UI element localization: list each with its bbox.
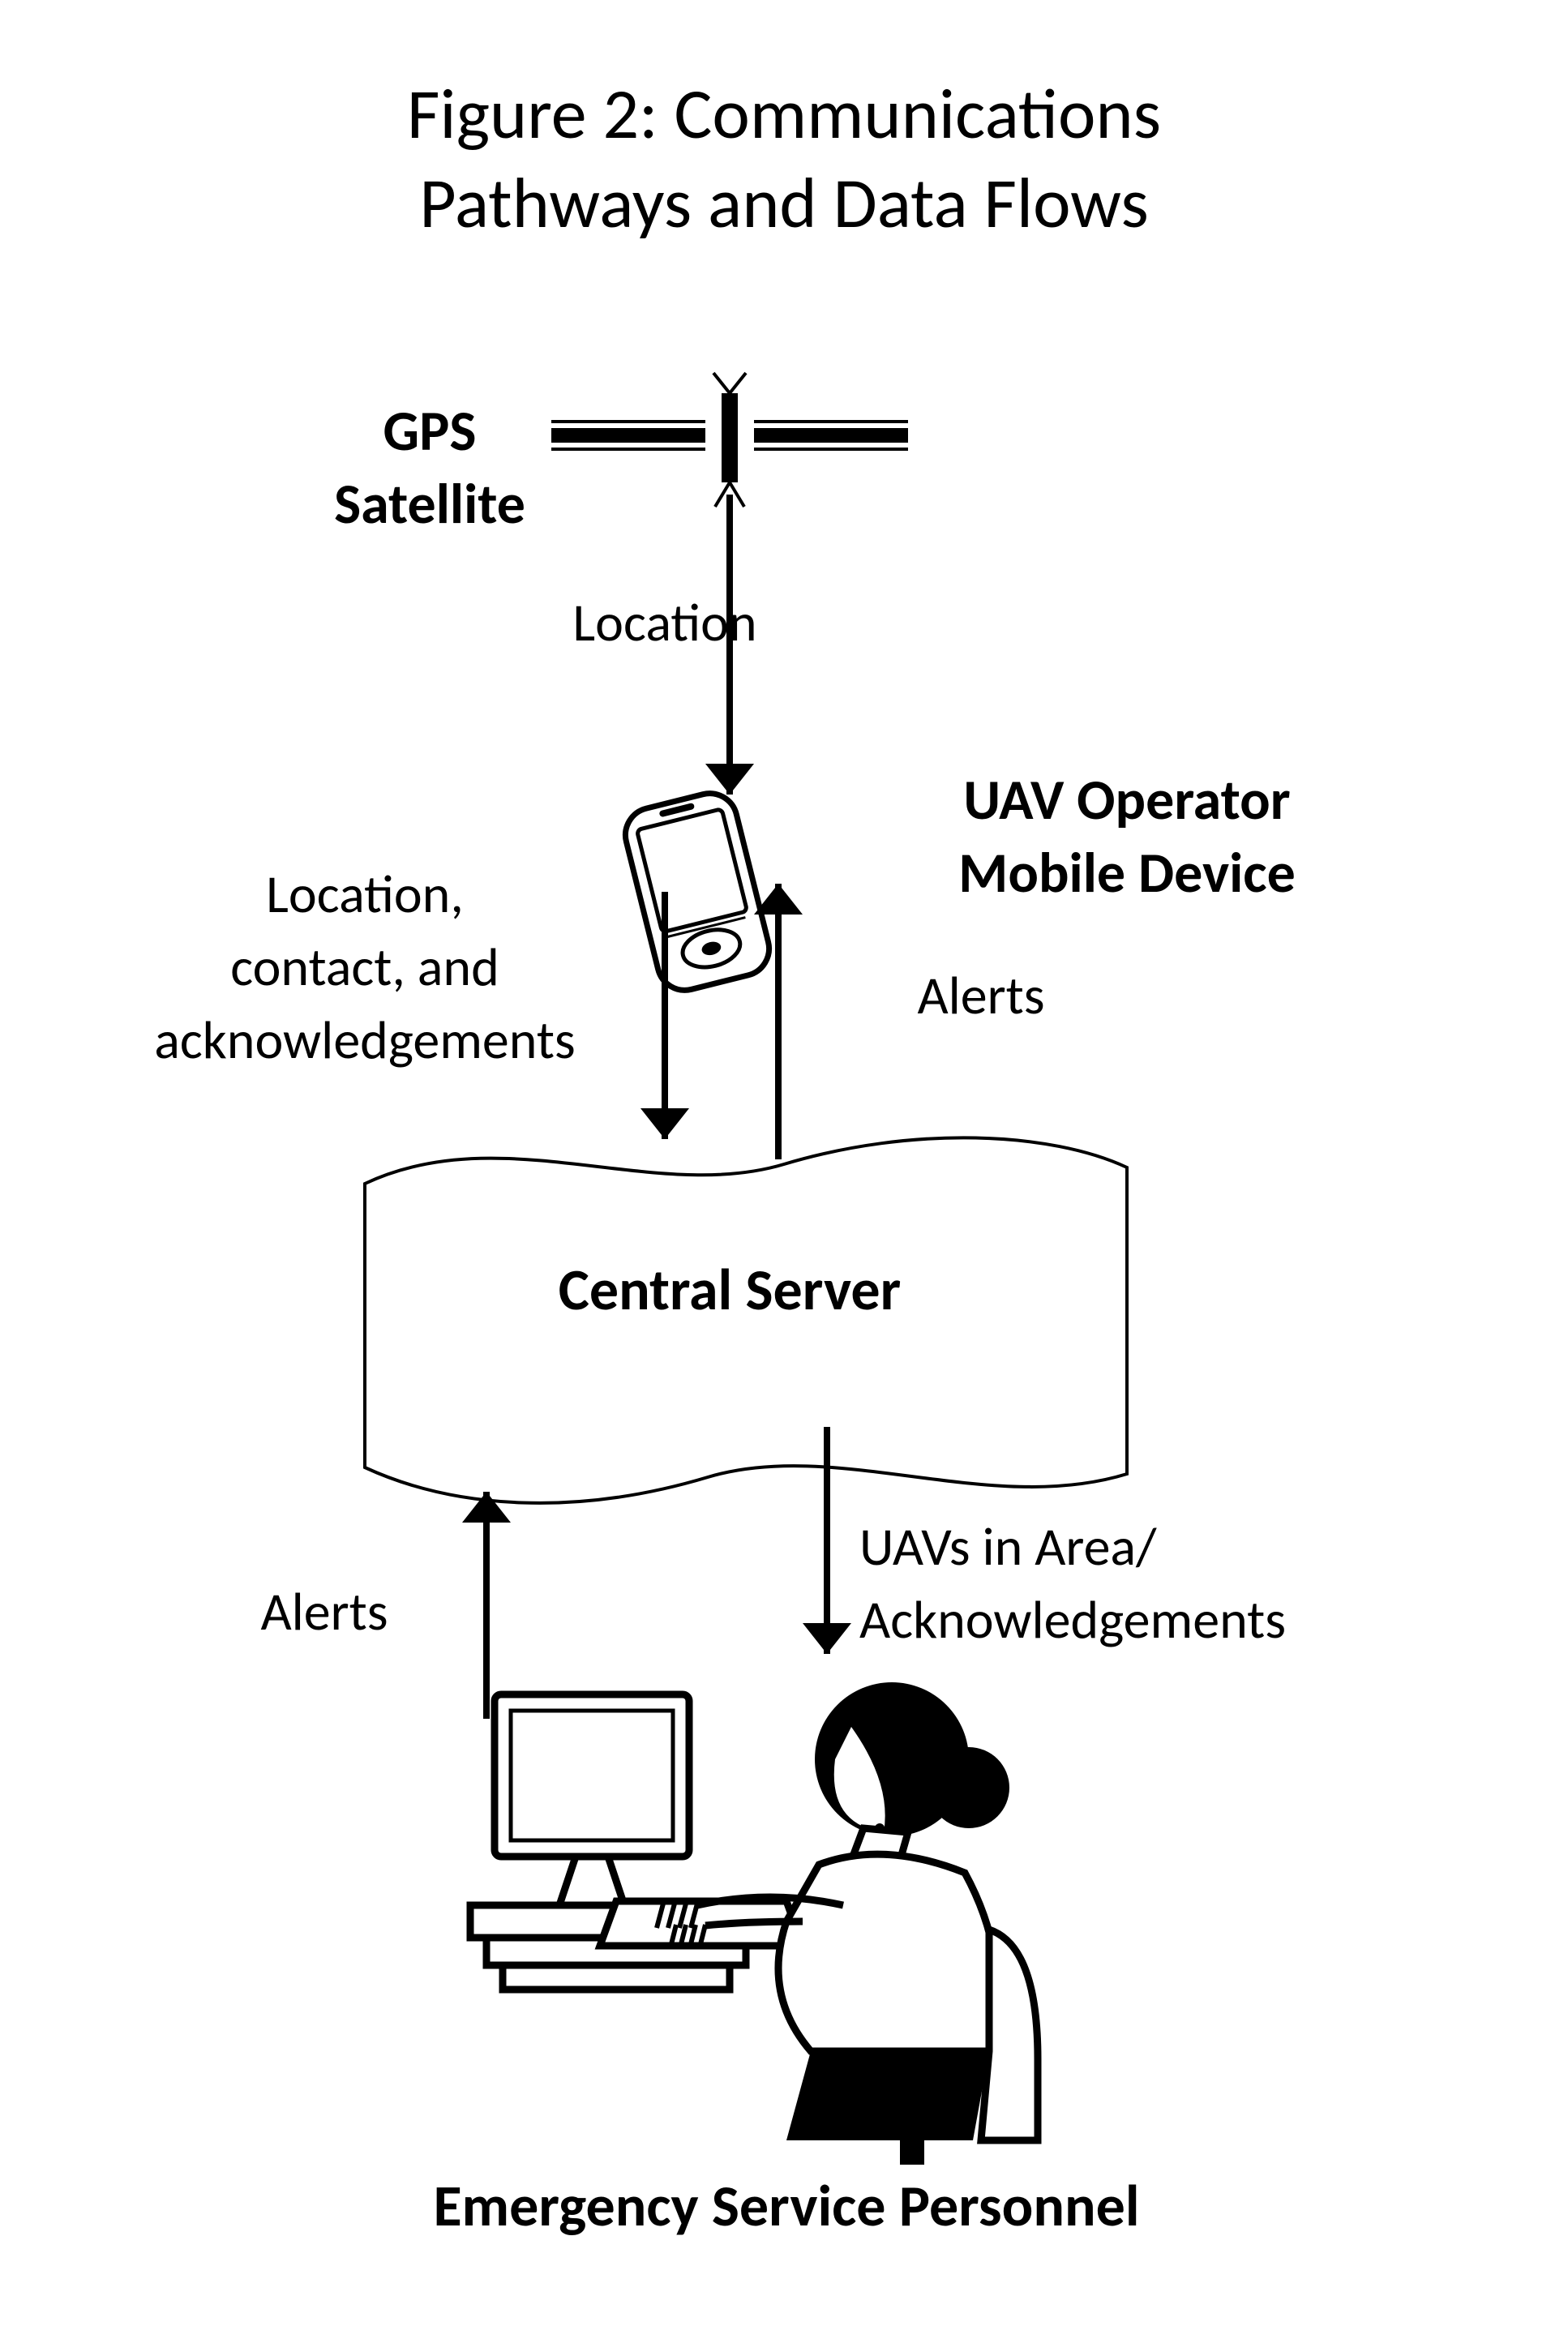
edge-personnel-to-server-label: Alerts	[260, 1579, 388, 1644]
edge-mobile-to-server-label: contact, and	[230, 934, 499, 1000]
edge-server-to-mobile-label: Alerts	[917, 962, 1044, 1028]
satellite-label: GPS	[383, 396, 477, 465]
figure-title-line2: Pathways and Data Flows	[419, 159, 1148, 246]
personnel-label: Emergency Service Personnel	[433, 2170, 1139, 2242]
mobile-label: Mobile Device	[958, 837, 1296, 907]
central-server-label: Central Server	[559, 1254, 902, 1326]
mobile-label: UAV Operator	[963, 765, 1290, 834]
edge-server-to-personnel-label: UAVs in Area/	[859, 1514, 1157, 1579]
edge-server-to-personnel-label: Acknowledgements	[859, 1587, 1286, 1652]
satellite-label: Satellite	[334, 469, 525, 538]
edge-location-label: Location	[572, 589, 756, 655]
edge-mobile-to-server-label: Location,	[266, 861, 464, 927]
figure-title-line1: Figure 2: Communications	[407, 70, 1161, 157]
edge-mobile-to-server-label: acknowledgements	[154, 1007, 576, 1073]
